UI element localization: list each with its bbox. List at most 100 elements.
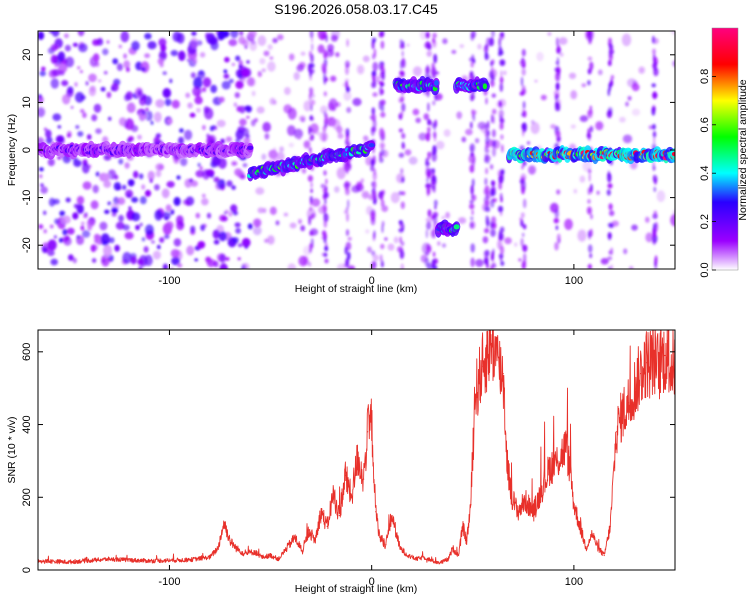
noise-speck xyxy=(221,80,231,90)
noise-speck xyxy=(77,131,84,137)
streak-speck xyxy=(380,243,385,250)
streak-speck xyxy=(398,228,404,233)
streak-speck xyxy=(427,126,431,133)
noise-speck xyxy=(123,53,127,59)
noise-speck xyxy=(58,61,68,73)
noise-speck xyxy=(55,135,65,144)
streak-speck xyxy=(345,65,349,75)
noise-speck xyxy=(66,134,71,138)
snr-point xyxy=(415,558,417,560)
noise-speck xyxy=(74,91,85,103)
noise-speck xyxy=(116,63,123,71)
noise-speck xyxy=(200,224,206,231)
streak-speck xyxy=(426,221,432,230)
noise-speck xyxy=(231,161,238,166)
noise-speck xyxy=(131,212,141,222)
noise-speck xyxy=(244,45,248,49)
feature-high-band-1 xyxy=(392,75,440,96)
noise-speck xyxy=(185,200,190,207)
feature-noise-cloud xyxy=(38,140,254,160)
snr-x-tick-label: -100 xyxy=(158,576,180,588)
noise-speck xyxy=(255,187,265,195)
noise-speck xyxy=(623,248,628,255)
noise-speck xyxy=(106,40,110,44)
spectrogram-y-tick-label: 20 xyxy=(21,49,33,61)
noise-speck xyxy=(135,61,143,71)
streak-speck xyxy=(401,50,404,57)
noise-speck xyxy=(461,136,467,143)
streak-speck xyxy=(490,253,494,261)
noise-speck xyxy=(216,119,226,128)
streak-speck xyxy=(426,186,430,197)
streak-speck xyxy=(400,111,404,117)
streak-speck xyxy=(308,215,311,226)
snr-point xyxy=(621,413,624,415)
snr-point xyxy=(579,525,581,528)
noise-speck xyxy=(50,258,58,266)
noise-speck xyxy=(131,196,139,203)
streak-speck xyxy=(608,42,611,51)
noise-speck xyxy=(219,253,227,263)
streak-speck xyxy=(432,251,436,257)
streak-speck xyxy=(499,76,504,84)
noise-speck xyxy=(564,218,573,230)
noise-speck xyxy=(124,118,134,130)
snr-point xyxy=(278,558,280,560)
noise-speck xyxy=(52,113,62,121)
streak-speck xyxy=(370,217,376,226)
noise-speck xyxy=(95,128,102,135)
feature-rising-trace xyxy=(247,140,376,182)
colorbar-label: Normalized spectral amplitude xyxy=(737,79,749,220)
streak-speck xyxy=(489,37,494,47)
streak-speck xyxy=(586,206,592,215)
noise-speck xyxy=(186,245,195,256)
noise-speck xyxy=(157,58,164,65)
streak-speck xyxy=(652,213,658,220)
snr-point xyxy=(470,503,472,506)
spectrogram-y-tick-label: -20 xyxy=(21,237,33,253)
streak-speck xyxy=(379,142,385,150)
streak-speck xyxy=(426,44,432,50)
noise-speck xyxy=(347,237,352,241)
feature-core xyxy=(671,151,675,157)
snr-point xyxy=(148,560,150,562)
noise-speck xyxy=(51,31,60,37)
noise-speck xyxy=(196,107,201,113)
streak-speck xyxy=(522,224,527,230)
noise-speck xyxy=(59,210,66,217)
streak-speck xyxy=(371,37,377,42)
noise-speck xyxy=(123,60,131,69)
noise-speck xyxy=(40,186,48,194)
snr-point xyxy=(235,547,237,549)
streak-speck xyxy=(471,95,474,101)
streak-speck xyxy=(430,229,436,238)
noise-speck xyxy=(238,64,243,69)
streak-speck xyxy=(324,52,328,58)
noise-speck xyxy=(210,173,214,179)
noise-speck xyxy=(442,38,448,45)
noise-speck xyxy=(224,56,230,63)
noise-speck xyxy=(570,90,578,100)
streak-speck xyxy=(400,168,404,174)
snr-panel: -100 0 100 0 200 400 600 Height of straight l… xyxy=(6,329,676,595)
noise-speck xyxy=(205,256,212,263)
noise-speck xyxy=(171,99,180,109)
noise-speck xyxy=(332,118,341,130)
noise-speck xyxy=(199,166,203,170)
noise-speck xyxy=(235,129,244,140)
noise-speck xyxy=(206,212,212,219)
streak-speck xyxy=(372,190,377,201)
snr-point xyxy=(516,511,518,513)
streak-speck xyxy=(371,158,374,167)
snr-series xyxy=(38,330,675,565)
streak-speck xyxy=(521,48,526,57)
streak-speck xyxy=(498,230,503,240)
noise-speck xyxy=(600,258,609,265)
streak-speck xyxy=(309,231,314,236)
noise-speck xyxy=(234,222,241,228)
streak-speck xyxy=(607,222,613,227)
streak-speck xyxy=(432,32,437,39)
noise-speck xyxy=(154,209,163,221)
noise-speck xyxy=(47,249,55,257)
streak-speck xyxy=(520,212,525,218)
